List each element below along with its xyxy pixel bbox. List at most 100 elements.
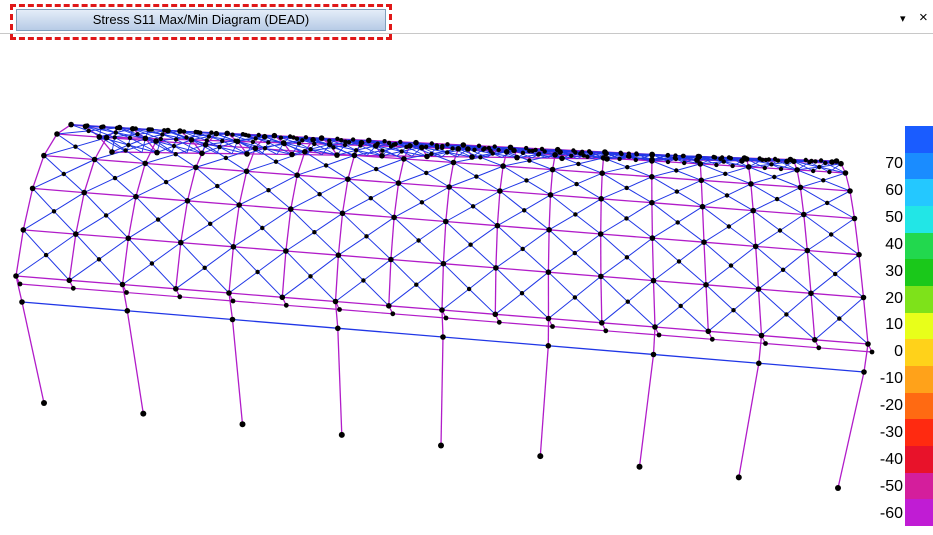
joint-node: [545, 315, 552, 322]
frame-member: [793, 160, 814, 172]
frame-member: [43, 133, 58, 156]
frame-member: [803, 202, 828, 215]
frame-member: [849, 190, 856, 219]
joint-node: [445, 142, 450, 147]
joint-node: [266, 188, 271, 193]
joint-node: [338, 431, 345, 438]
frame-member: [338, 254, 391, 261]
joint-node: [337, 307, 342, 312]
joint-node: [511, 147, 517, 154]
joint-node: [465, 146, 471, 152]
joint-node: [598, 273, 604, 280]
joint-node: [374, 166, 379, 172]
joint-node: [345, 176, 351, 182]
joint-node: [334, 152, 340, 158]
joint-node: [223, 155, 229, 161]
joint-node: [573, 212, 578, 217]
frame-member: [523, 194, 551, 211]
frame-member: [495, 267, 549, 273]
frame-member: [246, 153, 293, 156]
frame-member: [765, 342, 819, 349]
frame-member: [228, 271, 258, 294]
joint-node: [73, 231, 79, 237]
frame-member: [601, 322, 656, 328]
joint-node: [756, 360, 762, 367]
joint-node: [398, 139, 403, 145]
frame-member: [800, 186, 851, 192]
joint-node: [112, 135, 117, 140]
joint-node: [204, 138, 209, 143]
frame-member: [748, 166, 752, 184]
frame-member: [728, 226, 756, 247]
frame-member: [522, 229, 550, 250]
frame-member: [268, 174, 298, 191]
frame-member: [122, 263, 153, 285]
joint-node: [373, 143, 379, 149]
titlebar-divider: [0, 33, 933, 34]
frame-member: [651, 160, 701, 165]
frame-member: [463, 144, 511, 149]
close-icon[interactable]: ×: [919, 9, 928, 26]
joint-node: [229, 316, 236, 323]
joint-node: [580, 149, 585, 154]
joint-node: [209, 130, 214, 135]
joint-node: [520, 246, 525, 252]
joint-node: [833, 271, 838, 277]
joint-node: [419, 144, 425, 151]
frame-member: [810, 292, 864, 299]
joint-node: [96, 134, 103, 140]
frame-member: [550, 194, 576, 215]
frame-member: [75, 146, 95, 160]
dropdown-arrow-icon[interactable]: ▾: [900, 13, 906, 25]
frame-member: [453, 161, 504, 167]
joint-node: [726, 224, 732, 229]
tab-stress-diagram[interactable]: Stress S11 Max/Min Diagram (DEAD): [16, 9, 386, 31]
frame-member: [128, 219, 159, 239]
joint-node: [472, 147, 477, 152]
joint-node: [752, 243, 759, 250]
frame-member: [415, 284, 443, 311]
joint-node: [339, 138, 344, 143]
joint-node: [173, 152, 178, 157]
joint-node: [576, 161, 581, 167]
frame-member: [578, 163, 603, 174]
frame-member: [806, 250, 836, 275]
frame-member: [187, 200, 240, 206]
frame-member: [782, 269, 812, 294]
legend-label: -10: [879, 370, 903, 388]
legend-swatch: [905, 286, 933, 314]
frame-member: [325, 164, 349, 180]
frame-member: [702, 206, 730, 227]
frame-member: [761, 334, 815, 341]
joint-node: [379, 153, 385, 159]
joint-node: [171, 143, 177, 149]
joint-node: [835, 485, 841, 491]
joint-node: [557, 149, 563, 155]
frame-member: [204, 246, 234, 269]
frame-member: [43, 146, 76, 157]
frame-member: [774, 169, 798, 178]
joint-node: [20, 227, 27, 233]
frame-member: [499, 179, 527, 192]
joint-node: [603, 150, 609, 157]
frame-member: [602, 166, 628, 174]
frame-member: [175, 288, 230, 294]
frame-member: [700, 180, 704, 207]
frame-member: [209, 223, 234, 248]
frame-member: [574, 276, 602, 298]
frame-member: [803, 214, 832, 235]
joint-node: [283, 248, 289, 254]
joint-node: [19, 299, 25, 305]
joint-node: [283, 302, 289, 308]
frame-member: [549, 169, 554, 195]
frame-member: [733, 288, 759, 311]
frame-member: [376, 158, 405, 170]
joint-node: [226, 290, 232, 296]
frame-members-secondary: [15, 124, 869, 373]
joint-node: [419, 200, 425, 205]
joint-node: [758, 332, 765, 339]
frame-member: [862, 297, 869, 345]
frame-member: [187, 200, 211, 225]
joint-node: [350, 137, 356, 142]
